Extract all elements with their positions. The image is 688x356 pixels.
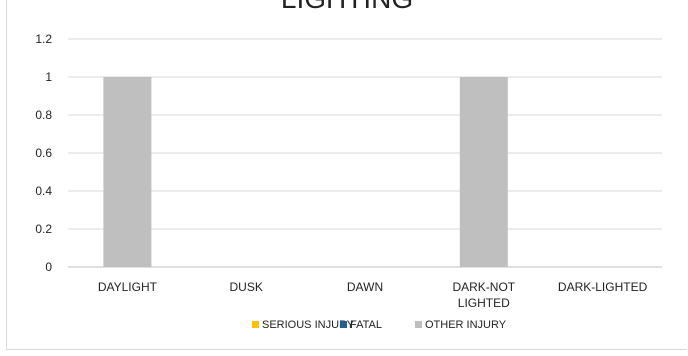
bar-other-injury [459,77,508,267]
y-axis-ticks: 0 0.2 0.4 0.6 0.8 1 1.2 [35,32,52,274]
x-tick-label: DARK-NOT LIGHTED [452,280,515,310]
y-tick-label: 0.4 [35,184,52,198]
gridlines [68,38,662,268]
y-tick-label: 1 [45,70,52,84]
x-tick-label: DAWN [347,280,383,294]
x-axis-ticks: DAYLIGHT DUSK DAWN DARK-NOT LIGHTED DARK-LIGH… [98,280,648,310]
x-tick-label: DAYLIGHT [98,280,158,294]
y-tick-label: 0.8 [35,108,52,122]
legend-label: OTHER INJURY [425,319,507,331]
legend-label: FATAL [350,319,382,331]
legend-swatch [340,321,347,328]
y-tick-label: 0 [45,260,52,274]
x-tick-label: DARK-LIGHTED [558,280,648,294]
legend-label: SERIOUS INJURY [262,319,355,331]
y-tick-label: 0.6 [35,146,52,160]
y-tick-label: 1.2 [35,32,52,46]
bar-other-injury [103,77,152,267]
bars [103,77,508,267]
chart-title: LIGHTING [281,0,413,14]
legend-swatch [252,321,259,328]
x-tick-label: DUSK [230,280,263,294]
legend-swatch [415,321,422,328]
y-tick-label: 0.2 [35,222,52,236]
